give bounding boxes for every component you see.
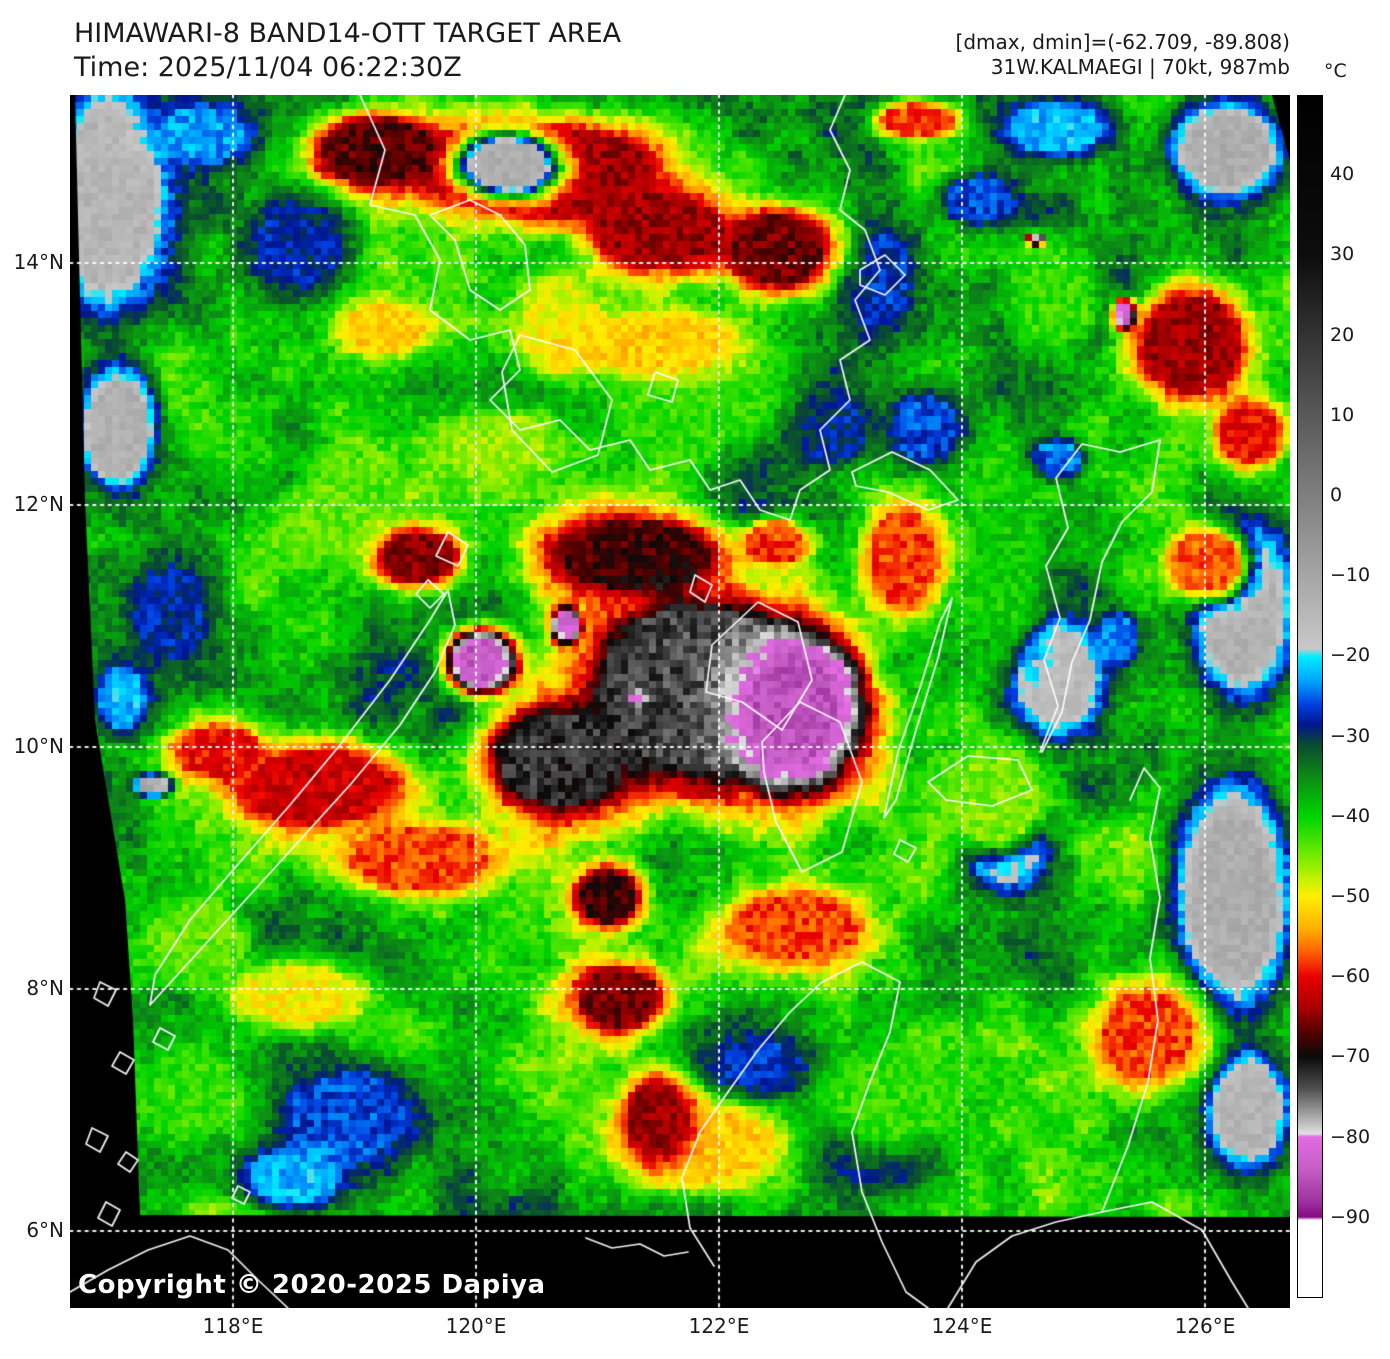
lon-tick-label: 126°E — [1174, 1314, 1236, 1338]
colorbar-tick-label: −80 — [1330, 1125, 1371, 1148]
lat-tick-label: 8°N — [26, 976, 64, 1000]
timestamp-line: Time: 2025/11/04 06:22:30Z — [74, 52, 462, 83]
lon-tick-label: 118°E — [202, 1314, 264, 1338]
colorbar-tick-label: 40 — [1330, 163, 1355, 186]
colorbar-tick-label: −60 — [1330, 965, 1371, 988]
storm-info: [dmax, dmin]=(-62.709, -89.808) 31W.KALM… — [956, 30, 1290, 80]
satellite-map-canvas — [70, 95, 1290, 1308]
colorbar-tick-label: 0 — [1330, 484, 1343, 506]
lat-tick-label: 10°N — [13, 734, 64, 758]
colorbar-tick-label: −90 — [1330, 1205, 1371, 1228]
lon-tick-label: 122°E — [688, 1314, 750, 1338]
temperature-colorbar — [1297, 95, 1323, 1298]
lat-tick-label: 14°N — [13, 250, 64, 274]
colorbar-tick-label: 10 — [1330, 403, 1355, 426]
colorbar-unit-label: °C — [1324, 60, 1347, 82]
colorbar-tick-label: 30 — [1330, 243, 1355, 266]
lon-tick-label: 124°E — [931, 1314, 993, 1338]
colorbar-tick-label: −70 — [1330, 1045, 1371, 1068]
colorbar-tick-label: 20 — [1330, 323, 1355, 346]
storm-id-line: 31W.KALMAEGI | 70kt, 987mb — [990, 55, 1290, 79]
lat-tick-label: 6°N — [26, 1218, 64, 1242]
lon-tick-label: 120°E — [445, 1314, 507, 1338]
copyright-text: Copyright © 2020-2025 Dapiya — [78, 1270, 546, 1300]
colorbar-tick-label: −30 — [1330, 724, 1371, 747]
colorbar-tick-label: −20 — [1330, 644, 1371, 667]
lat-tick-label: 12°N — [13, 492, 64, 516]
colorbar-tick-label: −40 — [1330, 804, 1371, 827]
colorbar-tick-label: −50 — [1330, 885, 1371, 907]
colorbar-tick-label: −10 — [1330, 564, 1371, 587]
page-title: HIMAWARI-8 BAND14-OTT TARGET AREA — [74, 18, 622, 49]
dmax-dmin-line: [dmax, dmin]=(-62.709, -89.808) — [955, 30, 1290, 54]
